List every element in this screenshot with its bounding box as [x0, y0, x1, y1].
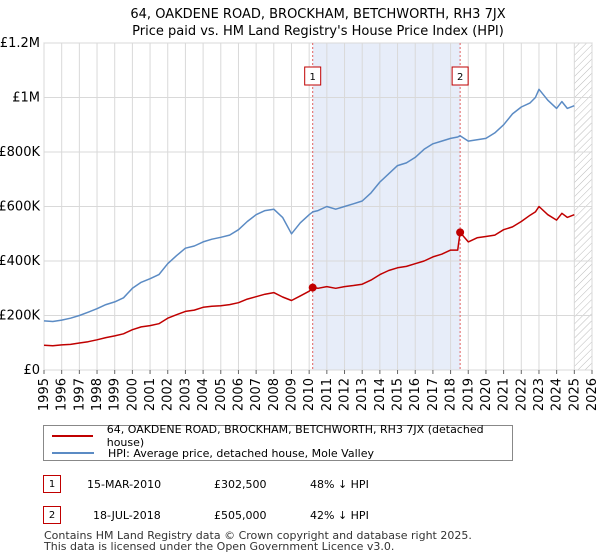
price-chart: 64, OAKDENE ROAD, BROCKHAM, BETCHWORTH, …	[0, 7, 600, 411]
x-tick-label: 2026	[585, 378, 600, 411]
legend-label-property: 64, OAKDENE ROAD, BROCKHAM, BETCHWORTH, …	[106, 423, 484, 449]
property-series-line	[43, 205, 575, 347]
sale-label-box	[451, 66, 469, 86]
x-tick-label: 2002	[161, 378, 176, 411]
chart-legend: 64, OAKDENE ROAD, BROCKHAM, BETCHWORTH, …	[43, 423, 513, 461]
y-tick-label: £200K	[0, 309, 40, 324]
x-tick-label: 2013	[355, 378, 370, 411]
x-tick-label: 2006	[231, 378, 246, 411]
x-tick-label: 2015	[391, 378, 406, 411]
legend-item-property: 64, OAKDENE ROAD, BROCKHAM, BETCHWORTH, …	[52, 423, 512, 449]
sale-date: 18-JUL-2018	[93, 508, 161, 522]
x-tick-label: 2007	[249, 378, 264, 411]
sale-badge: 2	[43, 506, 61, 524]
y-tick-label: £1M	[12, 91, 40, 106]
chart-subtitle: Price paid vs. HM Land Registry's House …	[132, 24, 504, 39]
sale-hpi-diff: 42% ↓ HPI	[310, 508, 369, 522]
legend-swatch-red	[52, 435, 93, 437]
x-tick-label: 2016	[408, 378, 423, 411]
footer-line-2: This data is licensed under the Open Gov…	[44, 540, 395, 553]
x-tick-label: 2008	[267, 378, 282, 411]
sale-label: 1	[310, 72, 316, 83]
legend-item-hpi: HPI: Average price, detached house, Mole…	[52, 445, 374, 461]
x-tick-label: 2003	[178, 378, 193, 411]
sale-badge: 1	[43, 475, 61, 493]
footer-line-1: Contains HM Land Registry data © Crown c…	[44, 529, 472, 542]
sale-point	[308, 283, 317, 292]
legend-label-hpi: HPI: Average price, detached house, Mole…	[108, 446, 374, 460]
x-tick-label: 1997	[72, 378, 87, 411]
x-tick-label: 2022	[514, 378, 529, 411]
x-tick-label: 2018	[444, 378, 459, 411]
sale-hpi-diff: 48% ↓ HPI	[310, 477, 369, 491]
sale-date: 15-MAR-2010	[87, 477, 162, 491]
sale-price: £302,500	[214, 477, 267, 491]
y-tick-label: £600K	[0, 200, 40, 215]
x-tick-label: 1999	[108, 378, 123, 411]
x-tick-label: 2009	[284, 378, 299, 411]
hpi-series-line	[43, 88, 575, 323]
y-tick-label: £400K	[0, 254, 40, 269]
sale-label-box	[304, 66, 322, 86]
x-tick-label: 2000	[125, 378, 140, 411]
x-tick-label: 2020	[479, 378, 494, 411]
y-tick-label: £800K	[0, 145, 40, 160]
x-tick-label: 2024	[550, 378, 565, 411]
x-tick-label: 1998	[90, 378, 105, 411]
x-tick-label: 2023	[532, 378, 547, 411]
x-tick-label: 2017	[426, 378, 441, 411]
x-tick-label: 2011	[320, 378, 335, 411]
x-tick-label: 2012	[338, 378, 353, 411]
x-tick-label: 2001	[143, 378, 158, 411]
x-tick-label: 1995	[37, 378, 52, 411]
x-tick-label: 2010	[302, 378, 317, 411]
sale-label: 2	[457, 72, 463, 83]
sale-point	[456, 228, 465, 237]
y-tick-label: £1.2M	[0, 36, 40, 51]
x-tick-label: 2025	[567, 378, 582, 411]
y-tick-label: £0	[23, 363, 40, 378]
legend-swatch-blue	[52, 452, 94, 454]
x-tick-label: 2014	[373, 378, 388, 411]
chart-title: 64, OAKDENE ROAD, BROCKHAM, BETCHWORTH, …	[130, 7, 505, 22]
x-tick-label: 2021	[497, 378, 512, 411]
footer-attribution: Contains HM Land Registry data © Crown c…	[44, 530, 472, 552]
x-tick-label: 2019	[461, 378, 476, 411]
x-tick-label: 2004	[196, 378, 211, 411]
x-tick-label: 2005	[214, 378, 229, 411]
sale-price: £505,000	[214, 508, 267, 522]
x-tick-label: 1996	[55, 378, 70, 411]
